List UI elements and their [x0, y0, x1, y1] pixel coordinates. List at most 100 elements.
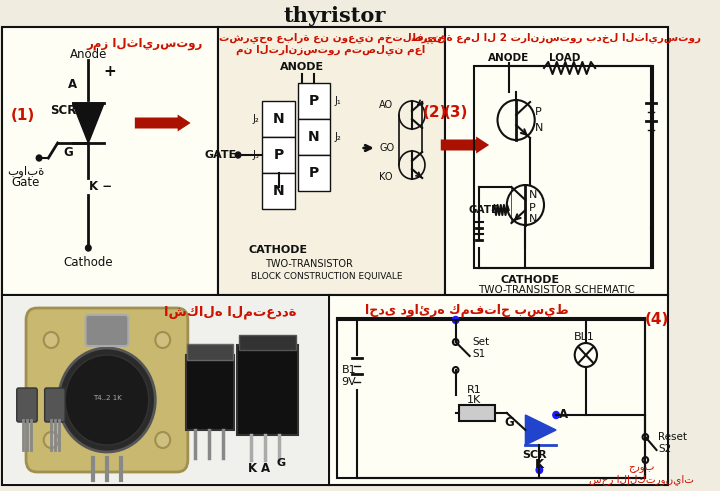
Text: N: N [308, 130, 320, 144]
Text: TWO-TRANSISTOR: TWO-TRANSISTOR [265, 259, 353, 269]
Text: A: A [68, 78, 77, 90]
Text: S1: S1 [472, 349, 486, 359]
Text: GATE: GATE [205, 150, 237, 160]
Circle shape [156, 432, 170, 448]
Text: G: G [505, 416, 515, 430]
Text: S2: S2 [658, 444, 672, 454]
Text: سحر الإلكترونيات: سحر الإلكترونيات [589, 474, 694, 486]
Text: LOAD: LOAD [549, 53, 580, 63]
Text: A: A [261, 462, 269, 474]
FancyBboxPatch shape [329, 295, 667, 485]
Text: TWO-TRANSISTOR SCHEMATIC: TWO-TRANSISTOR SCHEMATIC [477, 285, 634, 295]
Text: +: + [104, 63, 116, 79]
Text: CATHODE: CATHODE [248, 245, 307, 255]
Text: N: N [273, 112, 284, 126]
Text: ANODE: ANODE [488, 53, 529, 63]
Text: Set: Set [472, 337, 490, 347]
Circle shape [86, 245, 91, 251]
FancyBboxPatch shape [2, 27, 217, 295]
Text: R1: R1 [467, 385, 482, 395]
Text: GATE: GATE [469, 205, 499, 215]
Circle shape [536, 466, 543, 473]
Text: Anode: Anode [70, 48, 107, 60]
Text: K: K [248, 462, 256, 474]
Text: T4..2 1K: T4..2 1K [93, 395, 121, 401]
Text: P: P [309, 94, 319, 108]
Circle shape [156, 332, 170, 348]
FancyArrow shape [441, 136, 489, 154]
Text: SCR: SCR [50, 104, 76, 116]
Text: (4): (4) [644, 312, 669, 327]
Text: A: A [559, 409, 568, 421]
Text: G: G [276, 458, 285, 468]
Text: BLOCK CONSTRUCTION EQUIVALE: BLOCK CONSTRUCTION EQUIVALE [251, 272, 402, 280]
Text: N: N [535, 123, 543, 133]
Text: J₂: J₂ [253, 114, 259, 124]
Text: رمز الثايرستور: رمز الثايرستور [86, 36, 202, 50]
Text: J₃: J₃ [253, 150, 259, 160]
Circle shape [452, 317, 459, 324]
Text: P: P [274, 148, 284, 162]
FancyBboxPatch shape [444, 27, 667, 295]
Text: GO: GO [379, 143, 395, 153]
Text: N: N [529, 214, 538, 224]
Circle shape [65, 355, 149, 445]
Polygon shape [526, 415, 556, 445]
Text: (3): (3) [444, 105, 468, 119]
Circle shape [235, 152, 241, 158]
Text: احدى دوائره كمفتاح بسيط: احدى دوائره كمفتاح بسيط [365, 303, 569, 317]
Text: thyristor: thyristor [284, 6, 386, 26]
FancyBboxPatch shape [86, 315, 128, 346]
Text: B1: B1 [341, 365, 356, 375]
Polygon shape [73, 103, 104, 143]
FancyBboxPatch shape [237, 345, 297, 435]
Text: G: G [63, 146, 73, 160]
FancyBboxPatch shape [26, 308, 188, 472]
Text: Gate: Gate [12, 176, 40, 190]
Circle shape [553, 411, 559, 418]
Text: طريقة عمل ال 2 ترانزستور بدخل الثايرستور: طريقة عمل ال 2 ترانزستور بدخل الثايرستور [411, 32, 701, 43]
Circle shape [36, 155, 42, 161]
Text: KO: KO [379, 172, 393, 182]
Circle shape [58, 348, 156, 452]
FancyBboxPatch shape [262, 173, 294, 209]
Text: ANODE: ANODE [280, 62, 324, 72]
Circle shape [453, 339, 459, 345]
Circle shape [642, 457, 648, 463]
Bar [3, 296, 328, 484]
Text: K −: K − [89, 181, 112, 193]
Text: Cathode: Cathode [63, 255, 113, 269]
Text: J₂: J₂ [335, 132, 341, 142]
Text: K: K [535, 459, 544, 471]
Text: CATHODE: CATHODE [500, 275, 559, 285]
FancyBboxPatch shape [262, 137, 294, 173]
Circle shape [453, 367, 459, 373]
Text: اشكاله المتعددة: اشكاله المتعددة [164, 305, 297, 319]
Text: P: P [309, 166, 319, 180]
FancyBboxPatch shape [187, 344, 233, 360]
FancyBboxPatch shape [186, 355, 234, 430]
Text: P: P [535, 107, 541, 117]
FancyBboxPatch shape [262, 101, 294, 137]
FancyBboxPatch shape [297, 119, 330, 155]
Text: BL1: BL1 [574, 332, 595, 342]
Circle shape [44, 432, 58, 448]
FancyBboxPatch shape [2, 295, 329, 485]
FancyBboxPatch shape [45, 388, 65, 422]
Text: Reset: Reset [658, 432, 688, 442]
Text: J₁: J₁ [335, 96, 341, 106]
Text: N: N [273, 184, 284, 198]
Text: جروب: جروب [629, 463, 655, 473]
FancyBboxPatch shape [297, 155, 330, 191]
Text: (1): (1) [11, 108, 35, 122]
FancyArrow shape [135, 114, 191, 132]
Text: SCR: SCR [523, 450, 547, 460]
FancyBboxPatch shape [239, 335, 296, 350]
Text: (2): (2) [423, 105, 447, 119]
Text: من الترانزستور متصلين معا: من الترانزستور متصلين معا [236, 45, 426, 55]
Text: 9V: 9V [341, 377, 356, 387]
FancyBboxPatch shape [297, 83, 330, 119]
Circle shape [44, 332, 58, 348]
Circle shape [642, 434, 648, 440]
Text: بوابة: بوابة [7, 165, 45, 179]
